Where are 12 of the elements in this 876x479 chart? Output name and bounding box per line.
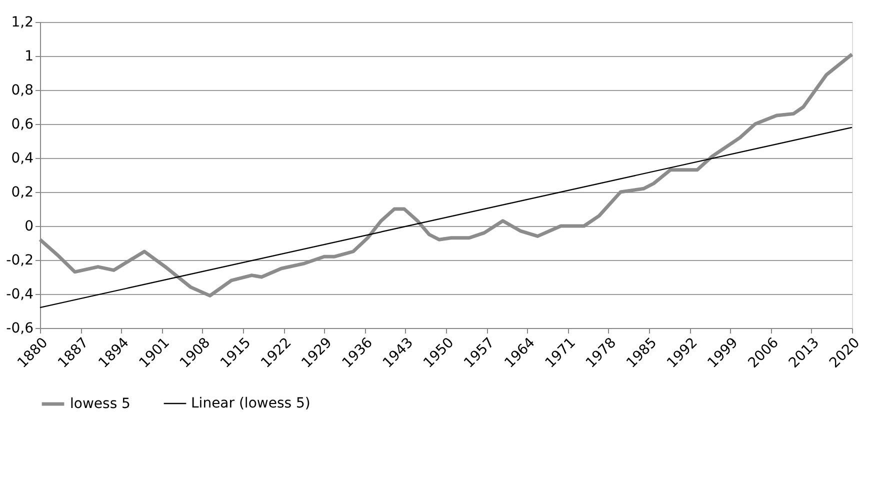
legend-label: Linear (lowess 5) [191,396,310,412]
y-tick-label: 0,2 [11,184,34,200]
legend-label: lowess 5 [70,396,130,412]
y-tick-label: 0 [24,218,34,234]
y-tick-label: 0,8 [11,82,34,98]
y-tick-label: 0,6 [11,116,34,132]
y-tick-label: -0,6 [6,320,34,336]
y-tick-label: 1,2 [11,14,34,30]
y-tick-label: 0,4 [11,150,34,166]
y-tick-label: 1 [24,48,34,64]
y-tick-label: -0,2 [6,252,34,268]
y-tick-label: -0,4 [6,286,34,302]
